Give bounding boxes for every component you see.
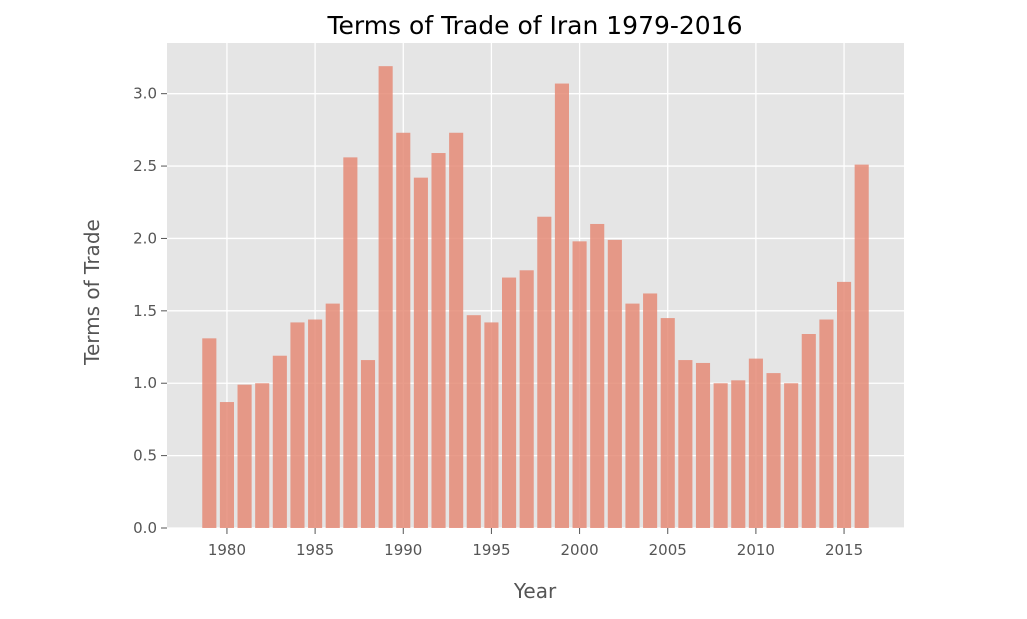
bar-1984 [290, 322, 305, 528]
y-tick-label: 0.0 [133, 519, 157, 537]
bar-1993 [449, 132, 464, 528]
plot-background [167, 43, 904, 528]
bar-2007 [695, 362, 711, 528]
bar-1980 [219, 402, 234, 528]
y-tick-label: 2.5 [133, 157, 157, 175]
bar-1998 [537, 216, 552, 529]
x-tick-label: 1985 [296, 541, 334, 559]
y-tick-label: 1.5 [133, 302, 157, 320]
bar-2013 [801, 334, 816, 528]
y-tick-label: 3.0 [133, 85, 157, 103]
bar-1990 [396, 132, 411, 528]
x-tick-label: 1995 [472, 541, 510, 559]
bar-2008 [713, 383, 728, 528]
bar-2010 [748, 358, 763, 528]
bar-1982 [255, 383, 270, 528]
bar-1991 [413, 177, 428, 528]
bar-1997 [519, 270, 534, 528]
bar-2001 [590, 223, 605, 528]
bar-1987 [343, 157, 358, 528]
bar-2002 [607, 239, 622, 529]
bar-2015 [837, 281, 852, 528]
x-tick-labels: 1980 1985 1990 1995 2000 2005 2010 2015 [208, 528, 863, 559]
chart-title: Terms of Trade of Iran 1979-2016 [326, 11, 742, 40]
bar-1999 [554, 83, 569, 528]
bar-1979 [202, 338, 217, 528]
bar-2004 [643, 293, 658, 528]
bar-2009 [731, 380, 746, 528]
bar-2006 [678, 360, 693, 528]
bar-2011 [766, 373, 781, 528]
bar-1986 [325, 303, 340, 528]
x-tick-label: 1980 [208, 541, 246, 559]
bar-1995 [484, 322, 499, 528]
bar-2014 [819, 319, 834, 528]
bar-1989 [378, 66, 393, 528]
bar-1994 [466, 315, 481, 528]
x-axis-label: Year [513, 579, 557, 603]
y-tick-labels: 0.0 0.5 1.0 1.5 2.0 2.5 3.0 [133, 85, 167, 537]
bar-2005 [660, 318, 675, 528]
bar-2003 [625, 303, 640, 528]
bar-1992 [431, 153, 446, 528]
bar-1988 [360, 360, 376, 528]
bar-1983 [272, 355, 287, 528]
bar-2016 [854, 164, 869, 528]
bars [202, 66, 869, 529]
y-axis-label: Terms of Trade [80, 219, 104, 366]
bar-1981 [237, 384, 252, 528]
bar-1985 [308, 319, 323, 528]
y-tick-label: 0.5 [133, 447, 157, 465]
bar-2012 [784, 383, 799, 528]
x-tick-label: 2005 [649, 541, 687, 559]
x-tick-label: 2000 [560, 541, 598, 559]
bar-1996 [502, 277, 517, 528]
y-tick-label: 2.0 [133, 229, 157, 247]
bar-2000 [572, 241, 587, 529]
x-tick-label: 2010 [737, 541, 775, 559]
x-tick-label: 1990 [384, 541, 422, 559]
x-tick-label: 2015 [825, 541, 863, 559]
y-tick-label: 1.0 [133, 374, 157, 392]
